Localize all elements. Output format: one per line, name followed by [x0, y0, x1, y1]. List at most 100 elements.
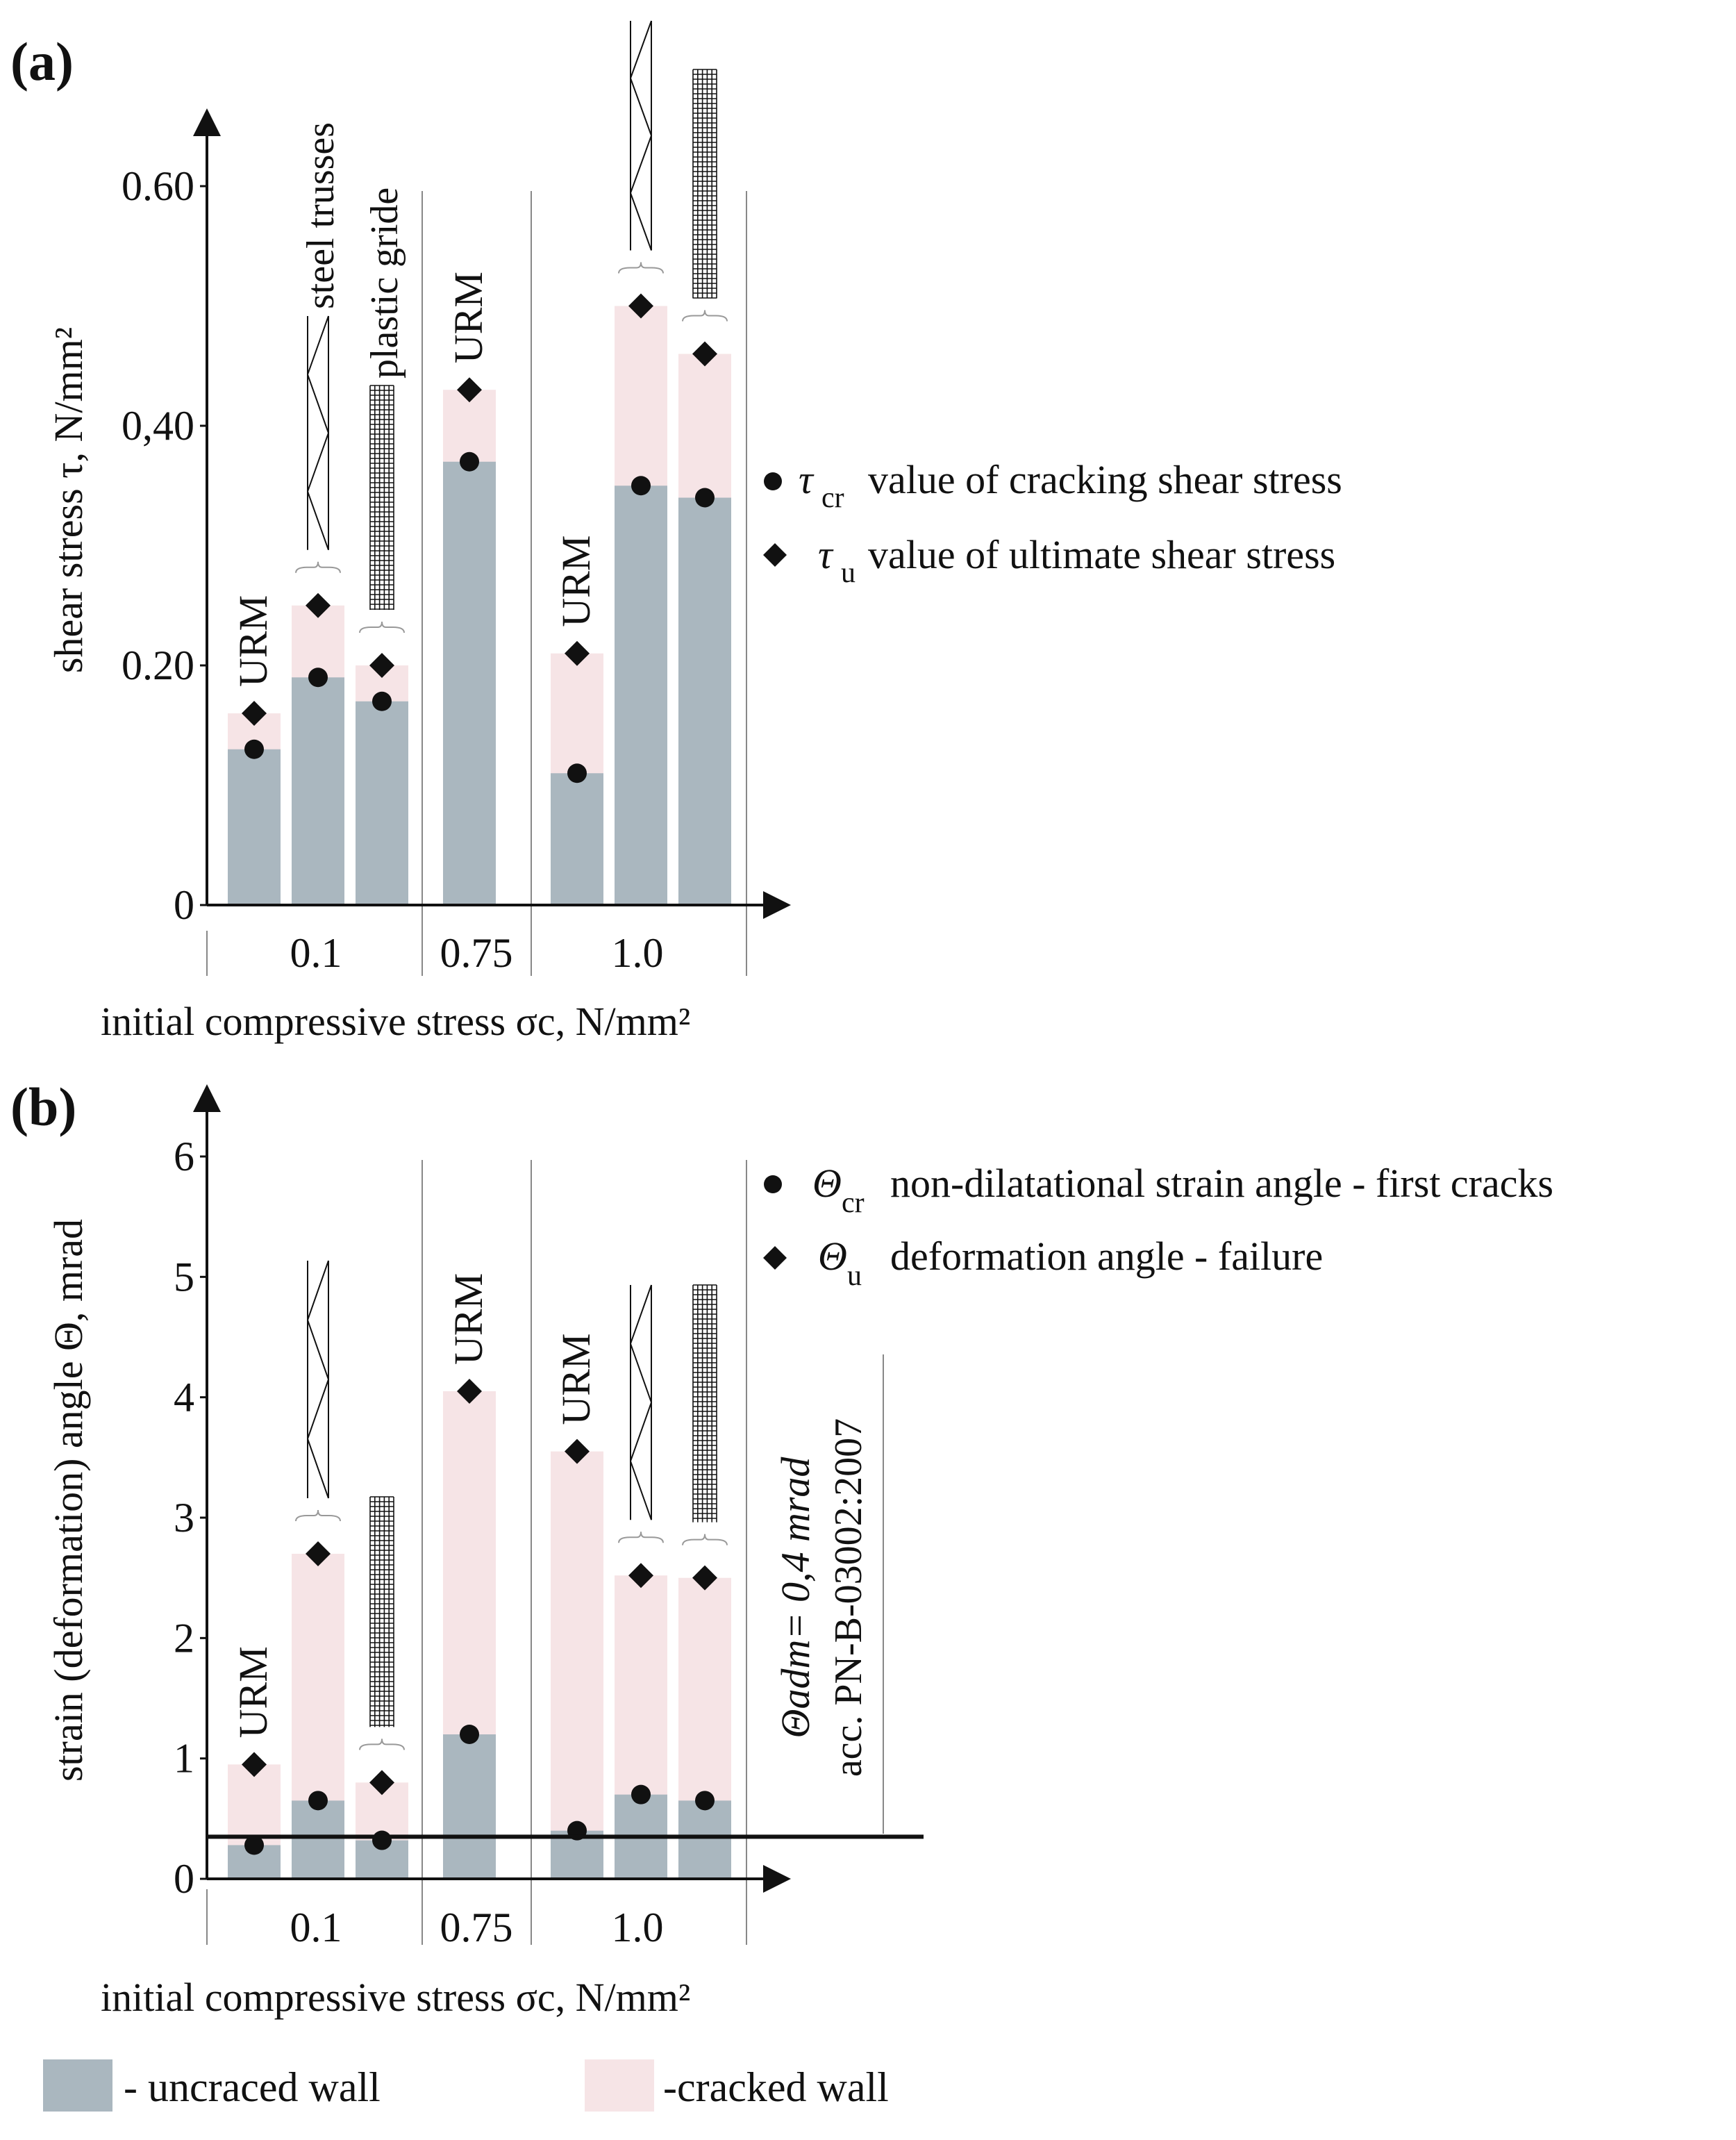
- admissible-angle-label: Θadm= 0,4 mrad: [773, 1457, 818, 1739]
- uncracked-bar: [228, 749, 281, 905]
- ultimate-value-marker: [242, 1752, 267, 1777]
- truss-icon: [629, 1284, 652, 1403]
- brace-mark: [359, 621, 405, 633]
- uncracked-bar: [356, 701, 408, 905]
- group-label: 0.75: [440, 1905, 513, 1950]
- bar-label: URM: [553, 536, 599, 627]
- truss-icon: [306, 1260, 329, 1380]
- legend-symbol: τ: [818, 532, 834, 577]
- grid-icon: [369, 385, 394, 610]
- legend-diamond-marker: [763, 1246, 787, 1270]
- cracking-value-marker: [567, 763, 587, 783]
- legend-subscript: cr: [842, 1187, 865, 1219]
- cracking-value-marker: [308, 1791, 328, 1811]
- y-tick-label: 3: [174, 1495, 194, 1541]
- truss-icon: [629, 20, 652, 136]
- uncracked-bar: [678, 1800, 731, 1879]
- y-axis-label: strain (deformation) angle Θ, mrad: [46, 1219, 91, 1782]
- ultimate-value-marker: [457, 377, 482, 403]
- y-tick-label: 0.60: [122, 163, 194, 209]
- uncracked-bar: [551, 773, 603, 905]
- brace-mark: [682, 1534, 728, 1545]
- x-axis-label: initial compressive stress σc, N/mm²: [101, 1975, 690, 2020]
- truss-icon: [306, 433, 329, 551]
- brace-mark: [618, 1532, 664, 1543]
- standard-reference-label: acc. PN-B-03002:2007: [827, 1418, 870, 1777]
- cracking-value-marker: [631, 476, 651, 496]
- brace-mark: [295, 561, 341, 573]
- y-tick-label: 0: [174, 882, 194, 928]
- cracking-value-marker: [244, 739, 264, 759]
- legend-text: value of cracking shear stress: [868, 457, 1342, 502]
- ultimate-value-marker: [306, 1541, 331, 1566]
- truss-icon: [629, 135, 652, 251]
- legend: Θ cr non-dilatational strain angle - fir…: [763, 1161, 1553, 1292]
- cracking-value-marker: [372, 691, 392, 711]
- legend-circle-marker: [764, 1175, 782, 1193]
- bar-label: steel trusses: [299, 122, 342, 309]
- legend: τ cr value of cracking shear stress τ u …: [763, 457, 1342, 589]
- bars-layer: [228, 306, 731, 905]
- bottom-legend: - uncraced wall -cracked wall: [43, 2059, 889, 2112]
- ultimate-value-marker: [565, 1438, 590, 1464]
- legend-uncracked-text: - uncraced wall: [124, 2064, 381, 2110]
- group-label: 1.0: [612, 930, 664, 976]
- bar-label: URM: [231, 1646, 276, 1738]
- ultimate-value-marker: [369, 653, 394, 678]
- uncracked-bar: [678, 497, 731, 905]
- group-label: 0.1: [290, 1905, 342, 1950]
- bar-label: plastic gride: [363, 188, 406, 379]
- truss-icon: [306, 1379, 329, 1499]
- legend-subscript: u: [847, 1260, 862, 1292]
- group-label: 0.1: [290, 930, 342, 976]
- legend-subscript: u: [841, 557, 856, 589]
- legend-diamond-marker: [763, 543, 787, 567]
- y-tick-label: 1: [174, 1736, 194, 1782]
- bar-label: URM: [231, 595, 276, 687]
- y-tick-label: 5: [174, 1254, 194, 1300]
- ultimate-value-marker: [565, 640, 590, 666]
- cracked-bar: [551, 1451, 603, 1879]
- cracking-value-marker: [695, 1791, 715, 1811]
- uncracked-bar: [443, 1734, 496, 1879]
- ultimate-value-marker: [457, 1379, 482, 1404]
- brace-mark: [682, 310, 728, 322]
- bars-layer: [228, 1391, 731, 1879]
- cracking-value-marker: [244, 1835, 264, 1855]
- bar-label: URM: [446, 1273, 491, 1365]
- cracking-value-marker: [631, 1784, 651, 1805]
- y-ticks: 0 0.20 0,40 0.60: [122, 163, 207, 928]
- legend-swatch-cracked: [585, 2059, 654, 2112]
- legend-text: value of ultimate shear stress: [868, 532, 1335, 577]
- y-tick-label: 6: [174, 1134, 194, 1179]
- panel-b-label: (b): [10, 1077, 76, 1137]
- legend-cracked-text: -cracked wall: [663, 2064, 889, 2110]
- cracking-value-marker: [372, 1830, 392, 1850]
- legend-symbol: Θ: [818, 1234, 847, 1279]
- brace-mark: [618, 262, 664, 274]
- legend-swatch-uncracked: [43, 2059, 112, 2112]
- markers-layer: [242, 1379, 717, 1855]
- ultimate-value-marker: [369, 1770, 394, 1795]
- y-ticks: 0 1 2 3 4 5 6: [174, 1134, 207, 1902]
- y-tick-label: 4: [174, 1375, 194, 1420]
- legend-symbol: τ: [799, 457, 815, 502]
- panel-a-label: (a): [10, 31, 74, 92]
- bar-label: URM: [446, 272, 491, 363]
- cracking-value-marker: [695, 488, 715, 508]
- icons-layer: URM steel trusses plastic gride URM URM: [231, 20, 728, 687]
- ultimate-value-marker: [692, 1565, 717, 1591]
- icons-layer: URM URM URM: [231, 1260, 728, 1750]
- truss-icon: [629, 1402, 652, 1520]
- uncracked-bar: [615, 486, 667, 905]
- uncracked-bar: [292, 1800, 344, 1879]
- brace-mark: [359, 1739, 405, 1750]
- uncracked-bar: [292, 677, 344, 905]
- grid-icon: [692, 1284, 717, 1523]
- ultimate-value-marker: [628, 293, 653, 319]
- y-tick-label: 0: [174, 1856, 194, 1902]
- cracking-value-marker: [308, 667, 328, 688]
- markers-layer: [242, 293, 717, 783]
- y-tick-label: 0.20: [122, 642, 194, 688]
